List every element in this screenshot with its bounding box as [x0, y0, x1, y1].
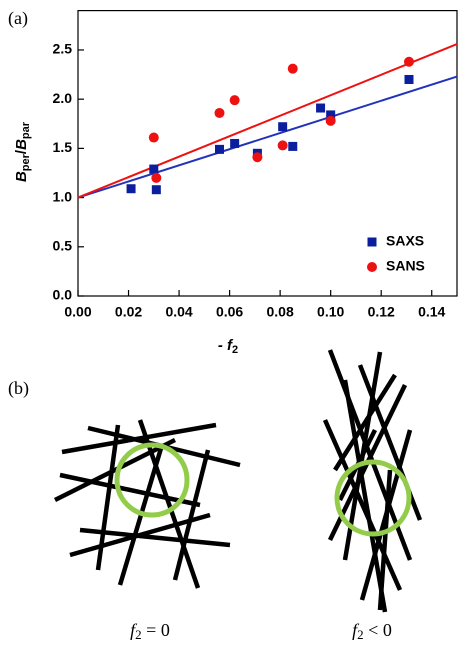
y-label-sub: per	[20, 153, 32, 171]
data-point	[230, 138, 240, 148]
y-label-main: B	[13, 139, 30, 150]
y-tick-label: 1.5	[53, 139, 73, 155]
x-tick-label: 0.14	[418, 304, 445, 320]
legend-marker	[367, 262, 377, 272]
caption: f2 = 0	[130, 620, 170, 642]
plot-frame	[77, 10, 458, 297]
data-point	[278, 122, 288, 132]
panel-label: (a)	[8, 8, 28, 29]
data-point	[214, 107, 225, 118]
x-tick-label: 0.08	[267, 304, 294, 320]
data-point	[229, 95, 240, 106]
data-point	[403, 56, 414, 67]
caption-var: f	[352, 620, 360, 640]
data-point	[149, 164, 159, 174]
legend-label: SAXS	[386, 233, 424, 249]
fit-line	[77, 75, 458, 199]
y-tick-label: 0.0	[53, 287, 73, 303]
data-point	[214, 144, 224, 154]
y-axis-label: Bper/Bpar	[13, 121, 32, 182]
data-point	[326, 110, 336, 120]
data-point	[404, 74, 414, 84]
data-point	[277, 140, 288, 151]
x-label-sub: 2	[232, 344, 238, 356]
y-tick-label: 2.5	[53, 41, 73, 57]
x-label-main: - f	[218, 337, 234, 354]
y-label-sub: par	[20, 121, 32, 139]
data-point	[287, 63, 298, 74]
data-point	[151, 185, 161, 195]
data-point	[325, 115, 336, 126]
caption-sub: 2	[135, 627, 142, 642]
data-point	[126, 184, 136, 194]
legend-label: SANS	[386, 258, 425, 274]
x-axis-label: - f2	[218, 337, 238, 356]
data-point	[316, 103, 326, 113]
y-tick-label: 2.0	[53, 90, 73, 106]
y-tick-label: 1.0	[53, 188, 73, 204]
caption-rest: = 0	[142, 620, 170, 640]
data-point	[252, 152, 263, 163]
x-tick-label: 0.10	[317, 304, 344, 320]
data-point	[288, 141, 298, 151]
caption-var: f	[130, 620, 138, 640]
y-label-main: B	[13, 171, 30, 182]
legend-marker	[367, 237, 377, 247]
x-tick-label: 0.12	[368, 304, 395, 320]
data-point	[151, 172, 162, 183]
x-tick-label: 0.00	[64, 304, 91, 320]
x-tick-label: 0.04	[165, 304, 192, 320]
probe-circle	[334, 459, 412, 537]
caption-sub: 2	[357, 627, 364, 642]
panel-label: (b)	[8, 378, 29, 399]
x-tick-label: 0.06	[216, 304, 243, 320]
data-point	[148, 132, 159, 143]
probe-circle	[114, 442, 190, 518]
caption-rest: < 0	[364, 620, 392, 640]
caption: f2 < 0	[352, 620, 392, 642]
fit-line	[77, 43, 458, 199]
y-label-sep: /	[13, 149, 30, 154]
x-tick-label: 0.02	[115, 304, 142, 320]
y-tick-label: 0.5	[53, 237, 73, 253]
